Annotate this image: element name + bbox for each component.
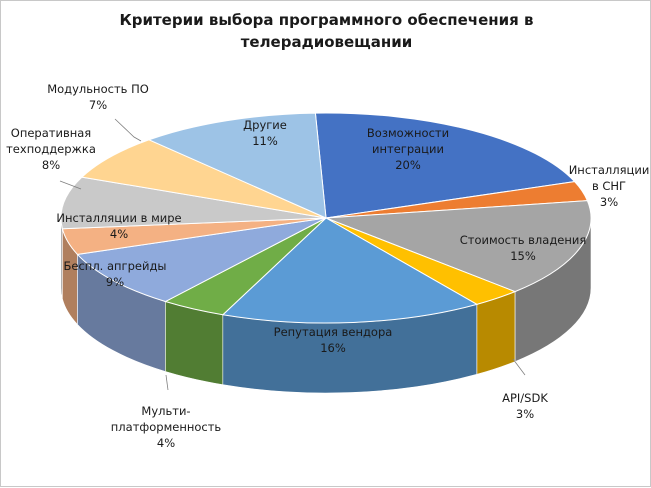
chart-title-line-2: телерадиовещании bbox=[240, 33, 413, 51]
data-label-8: Инсталляции в мире 4% bbox=[56, 211, 181, 241]
data-label-category: интеграции bbox=[372, 142, 444, 156]
data-label-category: Беспл. апгрейды bbox=[64, 259, 167, 273]
data-label-4: API/SDK 3% bbox=[502, 391, 548, 421]
leader-line-6 bbox=[165, 374, 169, 391]
data-label-value: 8% bbox=[42, 158, 60, 172]
data-label-category: Стоимость владения bbox=[460, 233, 587, 247]
pie-slice-3 bbox=[325, 200, 592, 293]
data-label-value: 4% bbox=[157, 436, 175, 450]
leader-lines bbox=[59, 118, 526, 391]
data-labels: Возможности интеграции 20% Инсталляции в СНГ… bbox=[6, 82, 649, 450]
data-label-category: в СНГ bbox=[592, 179, 626, 193]
data-label-value: 3% bbox=[600, 195, 618, 209]
data-label-5: Репутация вендора 16% bbox=[274, 325, 393, 355]
data-label-2: Инсталляции в СНГ 3% bbox=[569, 163, 650, 209]
leader-line-10 bbox=[114, 118, 142, 142]
pie-slice-1 bbox=[314, 112, 576, 219]
chart-title: Критерии выбора программного обеспечения… bbox=[1, 9, 651, 53]
data-label-category: Инсталляции bbox=[569, 163, 650, 177]
data-label-category: Репутация вендора bbox=[274, 325, 393, 339]
data-label-category: API/SDK bbox=[502, 391, 548, 405]
data-label-10: Модульность ПО 7% bbox=[47, 82, 149, 112]
data-label-7: Беспл. апгрейды 9% bbox=[64, 259, 167, 289]
pie-slice-9 bbox=[60, 176, 327, 230]
data-label-value: 15% bbox=[510, 249, 536, 263]
data-label-11: Другие 11% bbox=[243, 118, 287, 148]
pie-sides bbox=[60, 217, 592, 394]
chart-title-line-1: Критерии выбора программного обеспечения… bbox=[119, 11, 534, 29]
pie-side-4 bbox=[476, 291, 516, 375]
pie-side-6 bbox=[165, 301, 224, 386]
pie-slice-10 bbox=[80, 139, 327, 219]
data-label-category: Оперативная bbox=[11, 126, 91, 140]
leader-line-4 bbox=[512, 358, 526, 376]
data-label-9: Оперативная техподдержка 8% bbox=[6, 126, 96, 172]
data-label-value: 3% bbox=[516, 407, 534, 421]
data-label-value: 11% bbox=[252, 134, 278, 148]
data-label-category: Другие bbox=[243, 118, 287, 132]
pie-slice-7 bbox=[76, 217, 327, 303]
data-label-category: платформенность bbox=[111, 420, 222, 434]
data-label-category: Инсталляции в мире bbox=[56, 211, 181, 225]
data-label-6: Мульти-платформенность 4% bbox=[111, 404, 222, 450]
data-label-1: Возможности интеграции 20% bbox=[367, 126, 449, 172]
data-label-value: 4% bbox=[110, 227, 128, 241]
pie-slice-5 bbox=[221, 217, 479, 324]
data-label-value: 7% bbox=[89, 98, 107, 112]
pie-slices bbox=[60, 112, 592, 324]
data-label-value: 9% bbox=[106, 275, 124, 289]
pie-slice-11 bbox=[147, 112, 327, 219]
data-label-category: техподдержка bbox=[6, 142, 96, 156]
data-label-value: 20% bbox=[395, 158, 421, 172]
data-label-value: 16% bbox=[320, 341, 346, 355]
data-label-3: Стоимость владения 15% bbox=[460, 233, 587, 263]
leader-line-9 bbox=[59, 180, 82, 190]
data-label-category: Мульти- bbox=[141, 404, 190, 418]
data-label-category: Возможности bbox=[367, 126, 449, 140]
data-label-category: Модульность ПО bbox=[47, 82, 149, 96]
